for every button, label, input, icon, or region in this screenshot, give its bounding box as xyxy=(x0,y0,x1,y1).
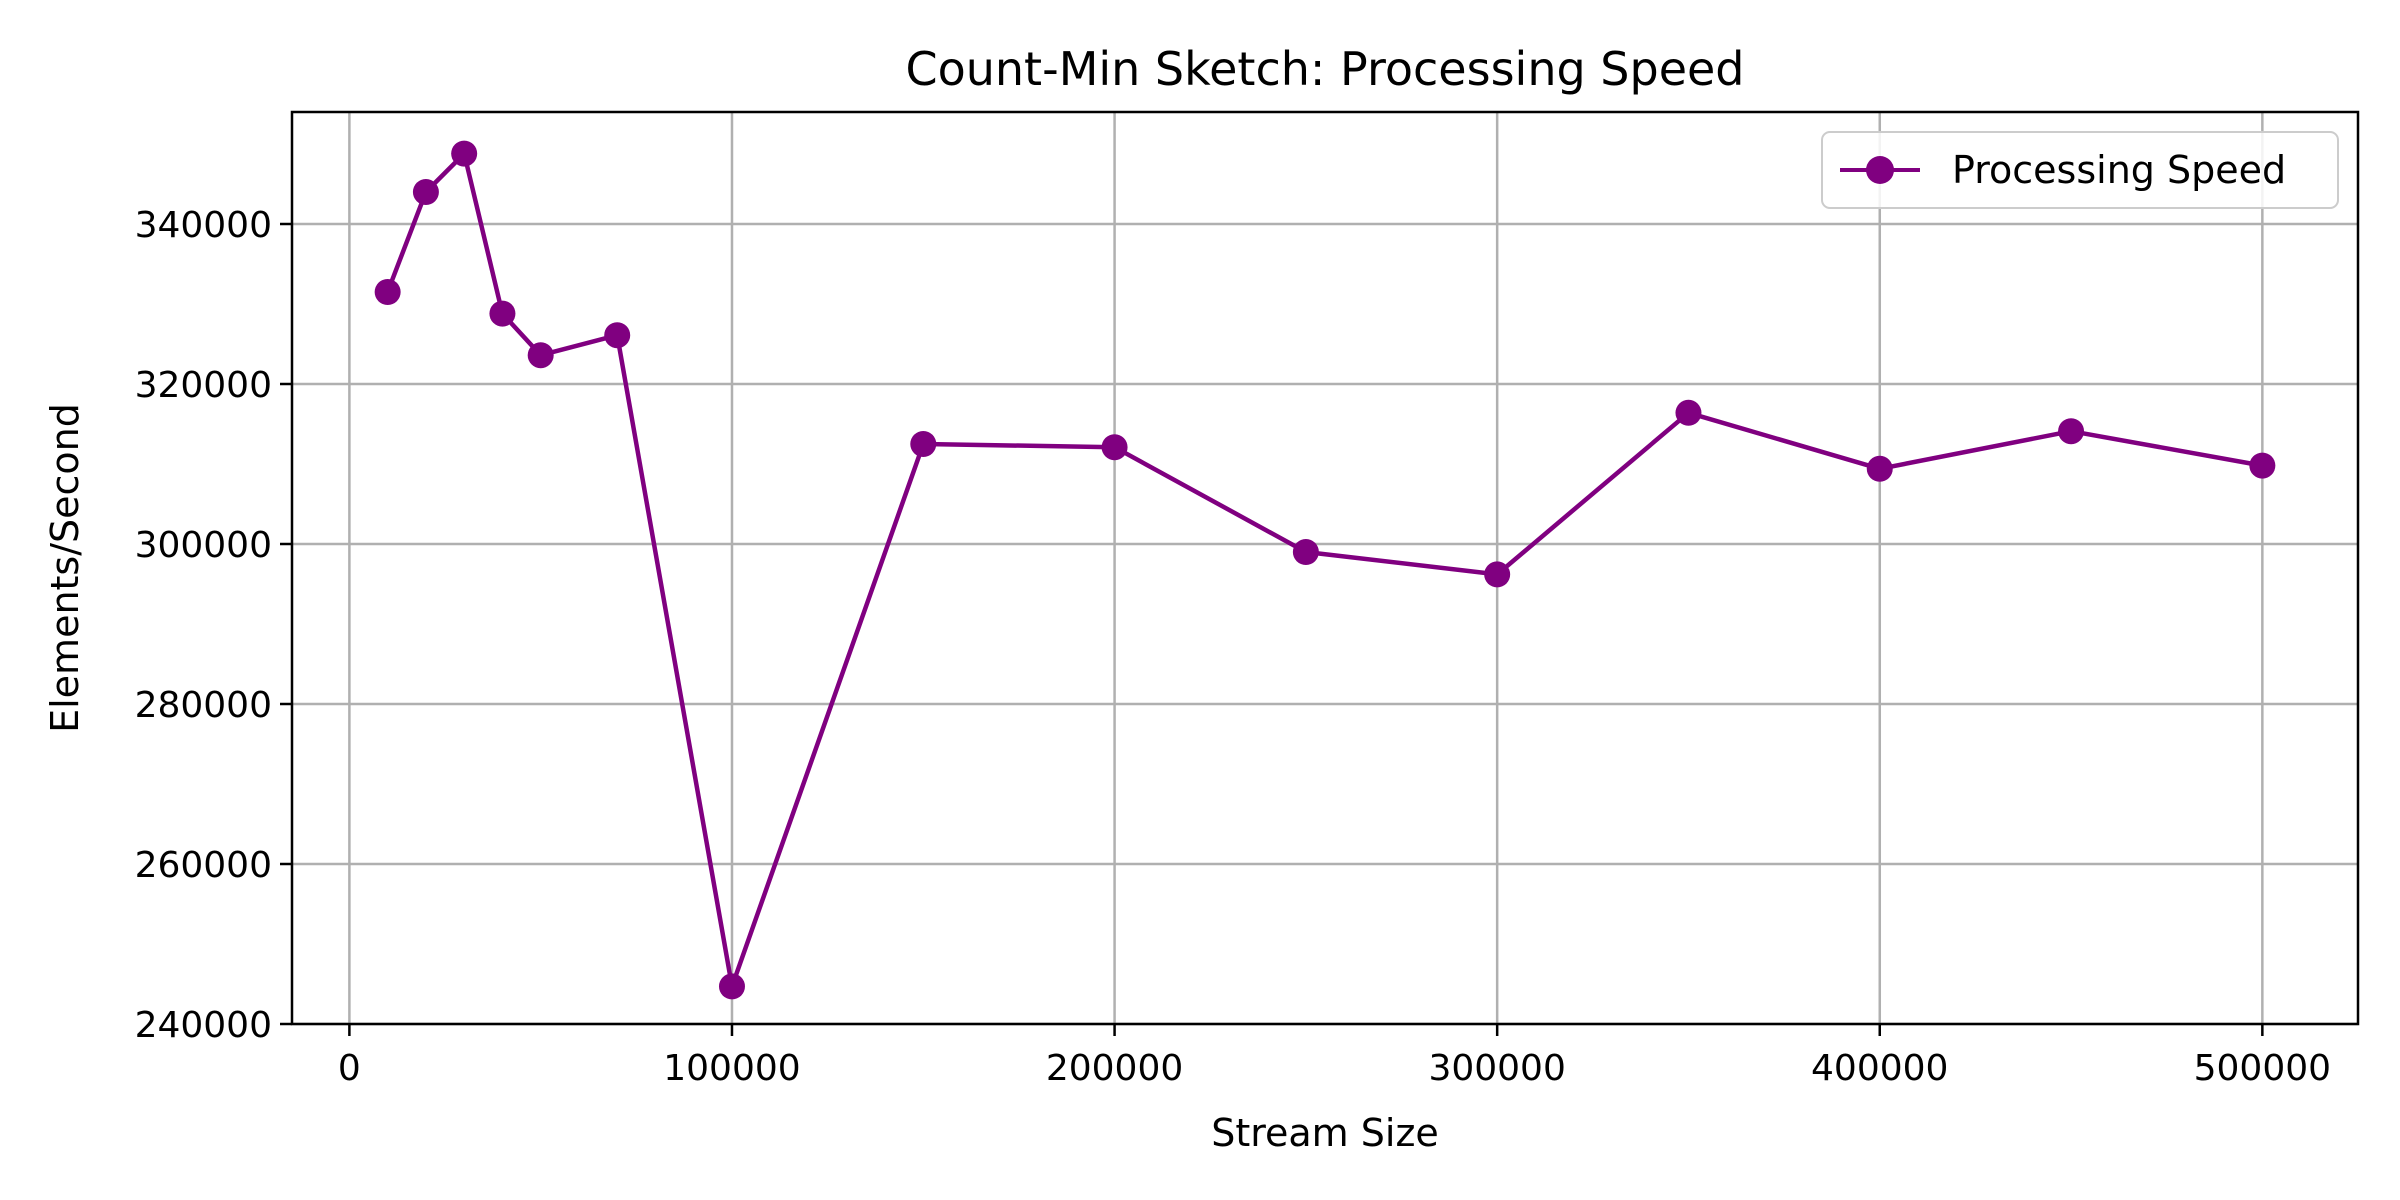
chart-title: Count-Min Sketch: Processing Speed xyxy=(905,42,1744,96)
plot-frame xyxy=(290,110,2360,1026)
series-line xyxy=(385,151,2263,989)
x-tick-label: 100000 xyxy=(663,1048,800,1089)
legend-marker-swatch xyxy=(1866,156,1894,184)
x-tick-label: 400000 xyxy=(1811,1048,1948,1089)
legend: Processing Speed xyxy=(1821,131,2339,209)
legend-label: Processing Speed xyxy=(1952,148,2286,192)
y-tick-label: 240000 xyxy=(135,1005,272,1046)
grid xyxy=(292,112,2358,1026)
series-layer xyxy=(374,140,2276,1000)
y-tick-label: 340000 xyxy=(135,205,272,246)
x-tick-label: 200000 xyxy=(1046,1048,1183,1089)
x-axis-title: Stream Size xyxy=(1211,1111,1439,1155)
y-tick-label: 320000 xyxy=(135,365,272,406)
x-tick-label: 300000 xyxy=(1428,1048,1565,1089)
x-axis-ticks: 0 100000 200000 300000 400000 500000 xyxy=(338,1024,2331,1089)
y-tick-label: 280000 xyxy=(135,685,272,726)
legend-box xyxy=(1821,131,2339,209)
data-point xyxy=(604,322,631,349)
data-point xyxy=(718,973,745,1000)
data-point xyxy=(374,279,401,305)
y-axis-ticks: 240000 260000 280000 300000 320000 340000 xyxy=(135,205,292,1046)
data-point xyxy=(451,140,478,167)
data-point xyxy=(527,342,554,369)
x-tick-label: 0 xyxy=(338,1048,361,1089)
data-point xyxy=(489,300,516,327)
y-tick-label: 260000 xyxy=(135,845,272,886)
data-point xyxy=(2058,418,2085,445)
y-axis-title: Elements/Second xyxy=(43,403,87,733)
data-point xyxy=(412,179,439,205)
data-point xyxy=(910,431,937,457)
data-point xyxy=(1292,539,1319,565)
data-point xyxy=(1866,455,1893,482)
data-point xyxy=(2249,452,2276,479)
data-point xyxy=(1484,561,1511,588)
data-point xyxy=(1101,434,1128,461)
data-point xyxy=(1675,399,1702,426)
y-tick-label: 300000 xyxy=(135,525,272,566)
x-tick-label: 500000 xyxy=(2194,1048,2331,1089)
